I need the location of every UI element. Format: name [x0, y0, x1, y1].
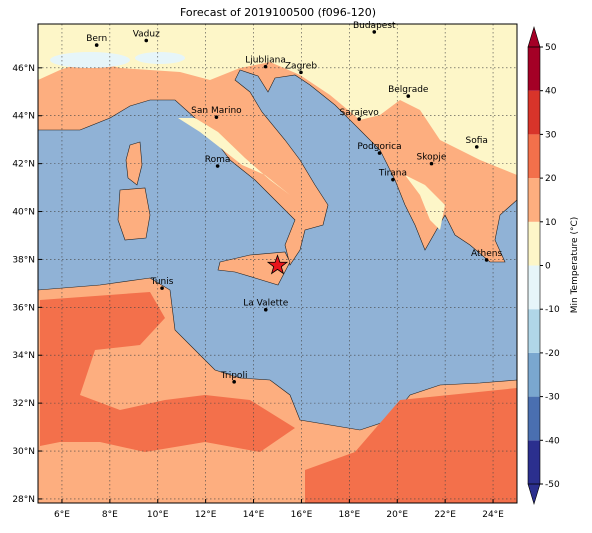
city-label: Tripoli	[220, 371, 248, 381]
colorbar-tick-label: 10	[545, 218, 557, 228]
city-label: Roma	[205, 155, 231, 165]
colorbar-segment	[528, 47, 540, 91]
city-label: Skopje	[417, 153, 447, 163]
city-dot	[214, 115, 219, 119]
city-label: Tirana	[378, 169, 407, 179]
city-dot	[263, 307, 268, 312]
x-tick-label: 22°E	[434, 510, 456, 520]
alps-cold	[135, 52, 185, 64]
y-tick-label: 30°N	[12, 447, 35, 457]
y-tick-label: 44°N	[12, 112, 35, 122]
y-tick-label: 40°N	[12, 208, 35, 218]
colorbar-tick-label: 20	[545, 174, 557, 184]
city-dot	[160, 286, 164, 290]
colorbar-tick-label: -40	[545, 436, 560, 446]
colorbar-segment	[528, 440, 540, 484]
x-tick-label: 14°E	[243, 510, 265, 520]
city-label: Athens	[471, 249, 502, 259]
city-label: Sofia	[466, 136, 488, 146]
city-label: La Valette	[243, 299, 288, 309]
y-tick-label: 46°N	[12, 64, 35, 74]
city-dot	[144, 38, 149, 43]
colorbar-extend-bottom	[527, 483, 541, 506]
city-label: Budapest	[353, 21, 396, 31]
city-label: Podgorica	[357, 142, 401, 152]
city-dot	[406, 94, 411, 98]
city-dot	[391, 177, 395, 182]
city-label: San Marino	[191, 106, 242, 116]
city-label: Belgrade	[388, 85, 429, 95]
y-tick-label: 36°N	[12, 303, 35, 313]
city-dot	[377, 151, 382, 155]
city-label: Vaduz	[133, 30, 160, 40]
colorbar-segment	[528, 265, 540, 310]
colorbar-segment	[528, 396, 540, 441]
balkan-cool	[405, 175, 445, 230]
map-marks: 6°E 8°E 10°E 12°E 14°E 16°E 18°E 20°E 22°E 24°E 28…	[12, 21, 504, 520]
colorbar-segment	[528, 134, 540, 179]
city-dot	[372, 30, 377, 34]
city-dot	[232, 380, 236, 384]
city-dot	[474, 145, 479, 149]
city-dot	[299, 70, 303, 75]
city-dot	[484, 258, 489, 262]
colorbar-tick-label: 40	[545, 87, 557, 97]
colorbar-tick-label: 50	[545, 43, 557, 53]
map-area	[38, 24, 517, 503]
colorbar-segment	[528, 221, 540, 266]
colorbar-tick-label: -10	[545, 305, 560, 315]
city-label: Sarajevo	[340, 108, 380, 118]
colorbar-label: Min Temperature (°C)	[570, 217, 580, 314]
colorbar-tick-label: -30	[545, 393, 560, 403]
city-dot	[94, 43, 99, 47]
colorbar-segment	[528, 178, 540, 222]
x-tick-label: 18°E	[339, 510, 361, 520]
city-dot	[357, 117, 361, 121]
sardinia	[117, 187, 151, 241]
event-star	[266, 254, 289, 275]
y-tick-label: 38°N	[12, 255, 35, 265]
africa-warm	[40, 292, 295, 452]
y-tick-label: 28°N	[12, 495, 35, 505]
title: Forecast of 2019100500 (f096-120)	[180, 6, 376, 19]
city-label: Tunis	[150, 277, 174, 287]
colorbar-extend-top	[527, 25, 541, 48]
y-tick-label: 32°N	[12, 399, 35, 409]
colorbar-tick-label: 30	[545, 130, 557, 140]
sicily	[217, 251, 291, 286]
x-tick-label: 16°E	[291, 510, 313, 520]
x-tick-label: 10°E	[147, 510, 169, 520]
city-dot	[429, 161, 434, 166]
africa-warm	[305, 388, 517, 503]
x-tick-label: 8°E	[102, 510, 118, 520]
city-dot	[215, 164, 220, 168]
x-tick-label: 12°E	[195, 510, 217, 520]
x-tick-label: 24°E	[482, 510, 504, 520]
colorbar-tick-label: -50	[545, 480, 560, 490]
colorbar-segment	[528, 309, 540, 353]
x-tick-label: 20°E	[386, 510, 408, 520]
city-label: Ljubljana	[245, 56, 286, 66]
colorbar-segment	[528, 90, 540, 135]
city-label: Bern	[86, 34, 107, 44]
colorbar-tick-label: -20	[545, 349, 560, 359]
city-dot	[263, 64, 268, 69]
y-tick-label: 42°N	[12, 160, 35, 170]
x-tick-label: 6°E	[54, 510, 70, 520]
y-tick-label: 34°N	[12, 351, 35, 361]
colorbar-segment	[528, 352, 540, 397]
apennines-cool	[178, 118, 290, 195]
map-frame	[37, 23, 518, 504]
city-label: Zagreb	[285, 61, 317, 71]
colorbar-tick-label: 0	[545, 262, 551, 272]
